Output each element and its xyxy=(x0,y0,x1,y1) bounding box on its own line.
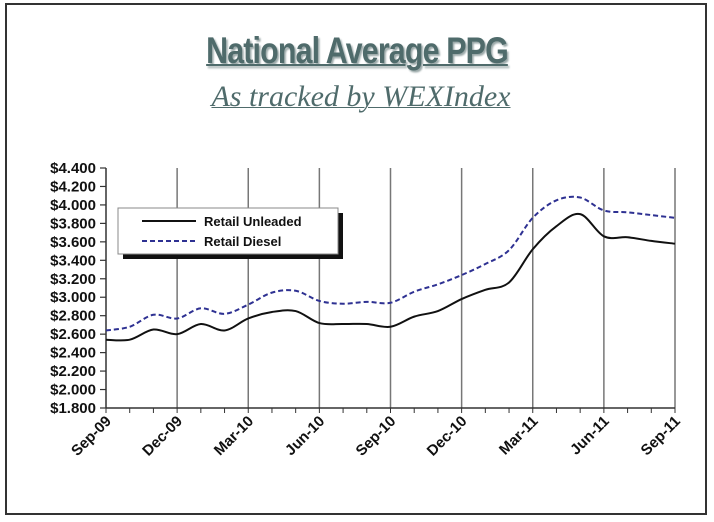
legend-box xyxy=(117,207,339,255)
y-tick-label: $2.800 xyxy=(50,308,96,325)
y-tick-label: $2.200 xyxy=(50,363,96,380)
series-line-retail-diesel xyxy=(105,195,676,332)
chart-frame xyxy=(5,3,707,515)
legend-label: Retail Diesel xyxy=(204,234,281,249)
chart-subtitle: As tracked by WEXIndex xyxy=(211,80,511,113)
x-tick-label: Jun-10 xyxy=(282,413,328,459)
x-tick-label: Dec-09 xyxy=(139,413,186,460)
y-tick-label: $3.600 xyxy=(50,234,96,251)
x-tick-label: Sep-10 xyxy=(353,413,400,460)
y-tick-label: $3.000 xyxy=(50,289,96,306)
y-tick-label: $3.200 xyxy=(50,271,96,288)
y-tick-label: $2.400 xyxy=(50,345,96,362)
x-tick-label: Sep-11 xyxy=(638,413,684,459)
x-tick-label: Dec-10 xyxy=(424,413,471,460)
y-tick-label: $1.800 xyxy=(50,400,96,417)
series-lines xyxy=(105,195,676,342)
x-tick-label: Mar-10 xyxy=(211,413,257,459)
y-tick-label: $4.200 xyxy=(50,178,96,195)
y-tick-label: $3.800 xyxy=(50,215,96,232)
x-tick-label: Mar-11 xyxy=(496,413,542,459)
x-tick-label: Sep-09 xyxy=(68,413,115,460)
y-tick-label: $4.400 xyxy=(50,160,96,177)
series-line-retail-unleaded xyxy=(105,212,676,342)
y-axis-ticks: $1.800$2.000 $2.200$2.400 $2.600$2.800 $3.0… xyxy=(50,160,106,417)
x-tick-label: Jun-11 xyxy=(567,413,613,459)
y-tick-label: $3.400 xyxy=(50,252,96,269)
y-tick-label: $4.000 xyxy=(50,197,96,214)
legend-label: Retail Unleaded xyxy=(204,214,302,229)
y-tick-label: $2.000 xyxy=(50,382,96,399)
x-axis-ticks: Sep-09 Dec-09 Mar-10 Jun-10 Sep-10 Dec-10 Mar-… xyxy=(68,408,684,460)
chart-title: National Average PPG xyxy=(206,30,509,71)
y-tick-label: $2.600 xyxy=(50,326,96,343)
legend: Retail Unleaded Retail Diesel xyxy=(117,207,343,259)
